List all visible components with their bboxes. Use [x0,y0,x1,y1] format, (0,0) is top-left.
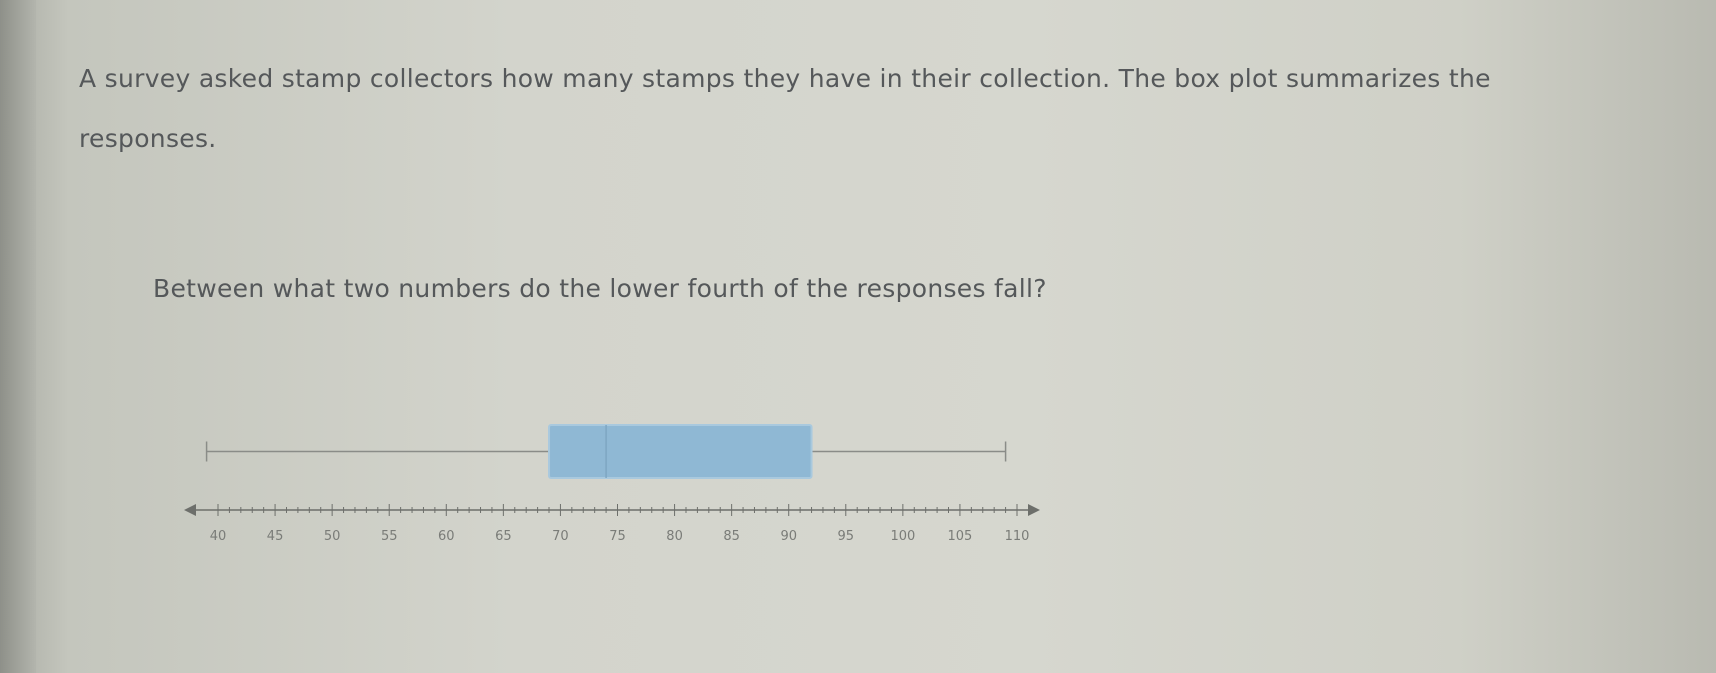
tick-label: 75 [609,529,626,544]
screen-edge [0,0,36,673]
tick-label: 85 [723,529,740,544]
tick-label: 90 [780,529,797,544]
tick-label: 70 [552,529,569,544]
question-text: Between what two numbers do the lower fo… [153,274,1047,303]
interquartile-box [548,424,813,479]
right-arrow-icon [1028,504,1040,516]
tick-label: 60 [438,529,455,544]
tick-label: 65 [495,529,512,544]
tick-label: 105 [948,529,973,544]
tick-label: 40 [210,529,227,544]
tick-label: 55 [381,529,398,544]
tick-label: 95 [838,529,855,544]
left-arrow-icon [184,504,196,516]
problem-stem-continued: responses. [79,124,217,153]
tick-label: 100 [890,529,915,544]
problem-stem: A survey asked stamp collectors how many… [79,64,1491,93]
tick-label: 80 [666,529,683,544]
tick-label: 110 [1005,529,1030,544]
tick-label: 50 [324,529,341,544]
tick-label: 45 [267,529,284,544]
